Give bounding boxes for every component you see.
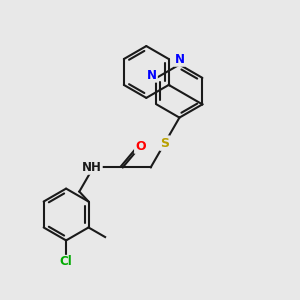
Text: S: S [160, 136, 169, 150]
Text: O: O [135, 140, 146, 153]
Text: Cl: Cl [60, 255, 73, 268]
Text: N: N [174, 53, 184, 66]
Text: N: N [147, 69, 157, 82]
Text: NH: NH [82, 161, 102, 174]
